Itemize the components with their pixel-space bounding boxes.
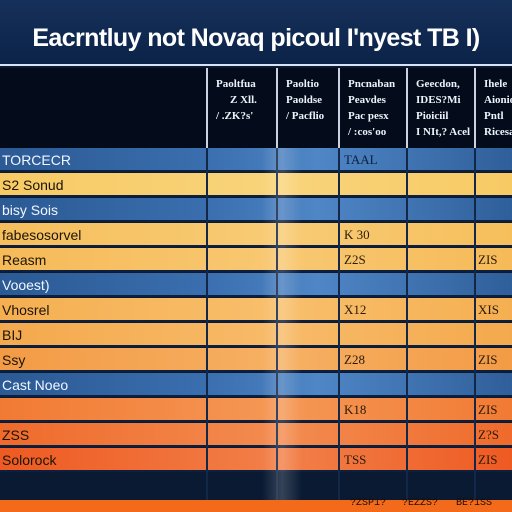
column-header-6-line-2: Aionios bbox=[484, 94, 512, 106]
row-label: fabesosorvel bbox=[2, 227, 82, 243]
column-header-5-line-1: Geecdon, bbox=[416, 78, 460, 90]
column-header-4: Pncnaban Peavdes Pac pesx / :cos'oo bbox=[338, 68, 406, 148]
row-label: Cast Noeo bbox=[2, 377, 69, 393]
table-row: Vhosrel X12 XIS bbox=[0, 298, 512, 322]
table-cell: Z2S bbox=[344, 252, 366, 267]
table-row: ZSS Z?S bbox=[0, 423, 512, 447]
column-header-5-line-2: IDES?Mi bbox=[416, 94, 461, 106]
table-row: K18 ZIS bbox=[0, 398, 512, 422]
column-header-2-line-1: Paoltfua bbox=[216, 78, 256, 90]
column-divider bbox=[474, 148, 476, 512]
column-header-5: Geecdon, IDES?Mi Pioiciil I NIt,? Acel bbox=[406, 68, 474, 148]
table-section-row: bisy Sois bbox=[0, 198, 512, 222]
table-section-row: Vooest) bbox=[0, 273, 512, 297]
row-label: Ssy bbox=[2, 352, 26, 368]
column-header-3-line-3: / Pacflio bbox=[286, 110, 325, 122]
table-row: fabesosorvel K 30 bbox=[0, 223, 512, 247]
column-header-6: Ihele Aionios Pntl Ricesal bbox=[474, 68, 512, 148]
table-row: Ssy Z28 ZIS bbox=[0, 348, 512, 372]
row-label: Vooest) bbox=[2, 277, 50, 293]
column-header-row: Paoltfua Z Xll. / .ZK?s' Paoltio Paoldse… bbox=[0, 68, 512, 148]
column-divider bbox=[406, 148, 408, 512]
column-header-2: Paoltfua Z Xll. / .ZK?s' bbox=[206, 68, 276, 148]
column-header-4-line-3: Pac pesx bbox=[348, 110, 389, 122]
table-row: Solorock TSS ZIS bbox=[0, 448, 512, 472]
table-row: S2 Sonud bbox=[0, 173, 512, 197]
column-divider bbox=[276, 148, 278, 512]
column-header-5-line-3: Pioiciil bbox=[416, 110, 449, 122]
column-header-6-line-3: Pntl bbox=[484, 110, 504, 122]
footer-bar bbox=[0, 500, 512, 512]
table-cell: TAAL bbox=[344, 152, 378, 167]
table-cell: K18 bbox=[344, 402, 367, 417]
chart-title: Eacrntluy not Novaq picoul I'nyest TB I) bbox=[32, 24, 480, 52]
table-cell: Z?S bbox=[478, 427, 499, 442]
column-divider bbox=[206, 148, 208, 512]
row-label: bisy Sois bbox=[2, 202, 59, 218]
row-label: S2 Sonud bbox=[2, 177, 64, 193]
table-cell: X12 bbox=[344, 302, 367, 317]
row-label: Solorock bbox=[2, 452, 57, 468]
column-header-4-line-4: / :cos'oo bbox=[348, 126, 387, 138]
table-cell: ZIS bbox=[478, 352, 498, 367]
column-divider bbox=[338, 148, 340, 512]
column-header-4-line-1: Pncnaban bbox=[348, 78, 396, 90]
table-row: Reasm Z2S ZIS bbox=[0, 248, 512, 272]
column-header-3-line-1: Paoltio bbox=[286, 78, 319, 90]
column-header-6-line-4: Ricesal bbox=[484, 126, 512, 138]
row-label: BIJ bbox=[2, 327, 23, 343]
table-cell: ZIS bbox=[478, 252, 498, 267]
table-cell: Z28 bbox=[344, 352, 365, 367]
footer-text-1: ?ZSP1? bbox=[350, 498, 387, 509]
row-label: TORCECR bbox=[2, 152, 71, 168]
title-bar: Eacrntluy not Novaq picoul I'nyest TB I) bbox=[0, 0, 512, 66]
row-label: Reasm bbox=[2, 252, 47, 268]
column-header-5-line-4: I NIt,? Acel bbox=[416, 126, 471, 138]
column-header-4-line-2: Peavdes bbox=[348, 94, 386, 106]
column-header-2-line-2: Z Xll. bbox=[230, 94, 257, 106]
table-cell: ZIS bbox=[478, 452, 498, 467]
table-cell: K 30 bbox=[344, 227, 370, 242]
table-cell: XIS bbox=[478, 302, 499, 317]
footer-text-2: ?EZZS? bbox=[402, 498, 439, 509]
table-cell: TSS bbox=[344, 452, 367, 467]
table-row: BIJ bbox=[0, 323, 512, 347]
column-header-3: Paoltio Paoldse / Pacflio bbox=[276, 68, 338, 148]
table-cell: ZIS bbox=[478, 402, 498, 417]
column-header-1 bbox=[0, 68, 206, 148]
table-section-row: TORCECR TAAL bbox=[0, 148, 512, 172]
column-header-6-line-1: Ihele bbox=[484, 78, 508, 90]
column-header-2-line-3: / .ZK?s' bbox=[216, 110, 254, 122]
column-header-3-line-2: Paoldse bbox=[286, 94, 323, 106]
footer-text-3: BE?1SS bbox=[456, 498, 493, 509]
row-label: ZSS bbox=[2, 427, 30, 443]
row-label: Vhosrel bbox=[2, 302, 50, 318]
table-section-row: Cast Noeo bbox=[0, 373, 512, 397]
